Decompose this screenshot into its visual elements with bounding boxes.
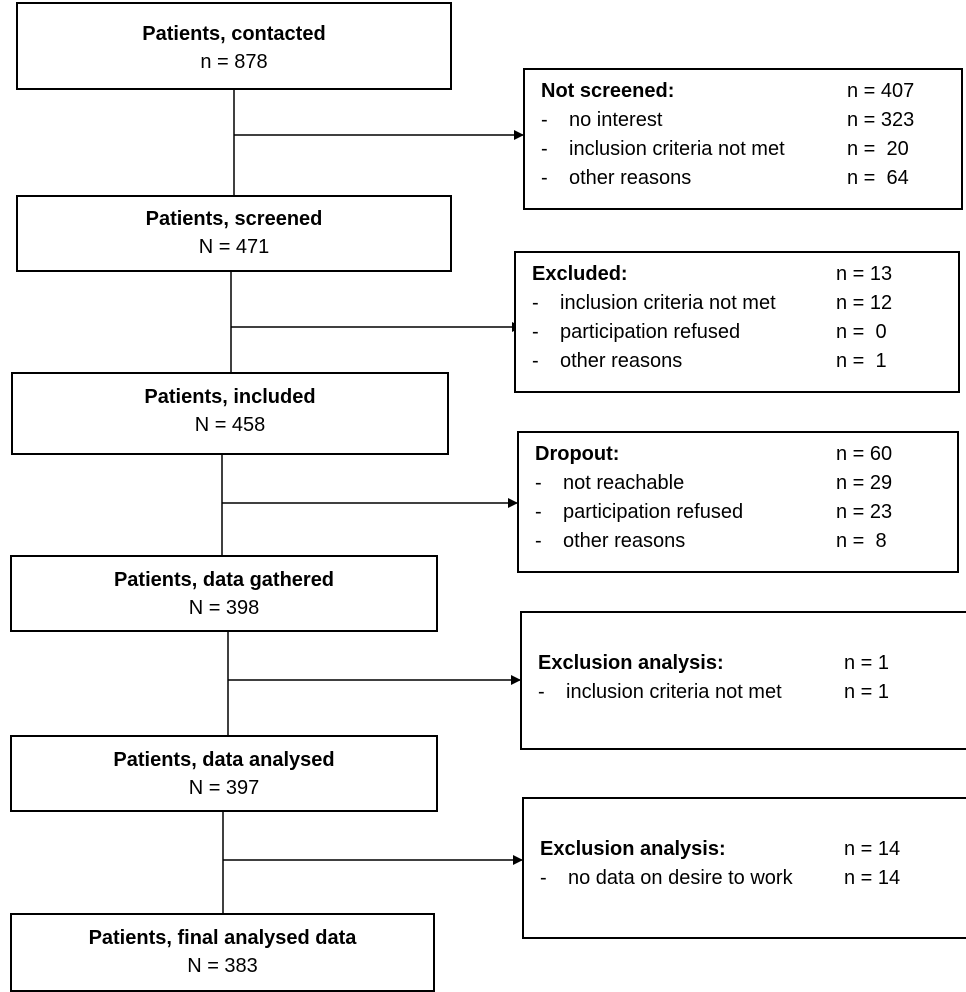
side-box-item: - participation refused n = 23 — [535, 498, 957, 527]
item-dash: - — [532, 350, 539, 372]
side-box-heading: Exclusion analysis: n = 1 — [538, 649, 966, 678]
item-dash: - — [541, 109, 548, 131]
item-count: n = 20 — [847, 138, 909, 160]
side-box-item: - inclusion criteria not met n = 1 — [538, 678, 966, 707]
item-label: - other reasons — [535, 527, 685, 556]
heading-label: Dropout: — [535, 443, 620, 465]
item-dash: - — [541, 167, 548, 189]
side-box-heading: Excluded: n = 13 — [532, 260, 958, 289]
side-box-heading: Exclusion analysis: n = 14 — [540, 835, 966, 864]
heading-count: n = 60 — [836, 443, 893, 465]
side-box-heading: Not screened: n = 407 — [541, 77, 961, 106]
box-title: Patients, final analysed data — [88, 927, 357, 949]
item-label: - no data on desire to work — [540, 864, 793, 893]
heading-label: Excluded: — [532, 263, 628, 285]
item-label: - other reasons — [541, 164, 691, 193]
item-text: not reachable — [563, 472, 685, 494]
box-title: Patients, data gathered — [113, 569, 335, 591]
item-label: - not reachable — [535, 469, 684, 498]
item-count: n = 64 — [847, 167, 909, 189]
heading-count: n = 407 — [847, 80, 915, 102]
side-box-item: - other reasons n = 64 — [541, 164, 961, 193]
item-count: n = 14 — [844, 867, 901, 889]
item-dash: - — [538, 681, 545, 703]
box-count: N = 397 — [188, 777, 260, 799]
box-count: N = 383 — [187, 955, 258, 977]
side-box-not-screened: Not screened: n = 407 - no interest n = 3… — [523, 68, 963, 210]
side-box-exclusion-analysis-2: Exclusion analysis: n = 14 - no data on d… — [522, 797, 966, 939]
item-text: no data on desire to work — [568, 867, 793, 889]
item-text: participation refused — [563, 501, 744, 523]
item-dash: - — [532, 321, 539, 343]
item-text: inclusion criteria not met — [569, 138, 785, 160]
heading-label: Not screened: — [541, 80, 675, 102]
box-title: Patients, data analysed — [113, 749, 335, 771]
item-text: no interest — [569, 109, 663, 131]
heading-count: n = 1 — [844, 652, 890, 674]
item-dash: - — [535, 530, 542, 552]
side-box-item: - other reasons n = 1 — [532, 347, 958, 376]
box-count: N = 471 — [198, 236, 270, 258]
item-dash: - — [541, 138, 548, 160]
item-count: n = 323 — [847, 109, 915, 131]
side-box-item: - participation refused n = 0 — [532, 318, 958, 347]
box-data-gathered: Patients, data gathered N = 398 — [10, 555, 438, 632]
item-count: n = 1 — [836, 350, 887, 372]
side-box-item: - other reasons n = 8 — [535, 527, 957, 556]
side-box-item: - inclusion criteria not met n = 12 — [532, 289, 958, 318]
item-text: inclusion criteria not met — [560, 292, 776, 314]
item-label: - inclusion criteria not met — [538, 678, 782, 707]
side-box-item: - not reachable n = 29 — [535, 469, 957, 498]
box-title: Patients, contacted — [142, 23, 326, 45]
heading-count: n = 13 — [836, 263, 893, 285]
box-screened: Patients, screened N = 471 — [16, 195, 452, 272]
item-text: other reasons — [560, 350, 683, 372]
heading-count: n = 14 — [844, 838, 901, 860]
item-text: inclusion criteria not met — [566, 681, 782, 703]
item-dash: - — [540, 867, 547, 889]
item-label: - participation refused — [532, 318, 740, 347]
box-included: Patients, included N = 458 — [11, 372, 449, 455]
side-box-item: - no data on desire to work n = 14 — [540, 864, 966, 893]
box-contacted: Patients, contacted n = 878 — [16, 2, 452, 90]
item-text: other reasons — [563, 530, 686, 552]
box-count: N = 458 — [194, 414, 266, 436]
item-label: - participation refused — [535, 498, 743, 527]
item-label: - no interest — [541, 106, 662, 135]
heading-label: Exclusion analysis: — [538, 652, 724, 674]
heading-label: Exclusion analysis: — [540, 838, 726, 860]
box-count: N = 398 — [188, 597, 260, 619]
side-box-exclusion-analysis-1: Exclusion analysis: n = 1 - inclusion cri… — [520, 611, 966, 750]
box-title: Patients, included — [144, 386, 316, 408]
item-count: n = 29 — [836, 472, 893, 494]
item-label: - inclusion criteria not met — [541, 135, 785, 164]
item-text: other reasons — [569, 167, 692, 189]
box-count: n = 878 — [200, 51, 268, 73]
item-count: n = 12 — [836, 292, 893, 314]
item-dash: - — [532, 292, 539, 314]
box-title: Patients, screened — [145, 208, 323, 230]
item-label: - inclusion criteria not met — [532, 289, 776, 318]
item-text: participation refused — [560, 321, 741, 343]
side-box-dropout: Dropout: n = 60 - not reachable n = 29 -p… — [517, 431, 959, 573]
item-label: - other reasons — [532, 347, 682, 376]
item-count: n = 0 — [836, 321, 887, 343]
item-count: n = 8 — [836, 530, 887, 552]
side-box-item: - inclusion criteria not met n = 20 — [541, 135, 961, 164]
item-count: n = 1 — [844, 681, 890, 703]
side-box-excluded: Excluded: n = 13 - inclusion criteria not… — [514, 251, 960, 393]
item-dash: - — [535, 472, 542, 494]
item-dash: - — [535, 501, 542, 523]
box-data-analysed: Patients, data analysed N = 397 — [10, 735, 438, 812]
side-box-heading: Dropout: n = 60 — [535, 440, 957, 469]
item-count: n = 23 — [836, 501, 893, 523]
box-final-analysed: Patients, final analysed data N = 383 — [10, 913, 435, 992]
side-box-item: - no interest n = 323 — [541, 106, 961, 135]
